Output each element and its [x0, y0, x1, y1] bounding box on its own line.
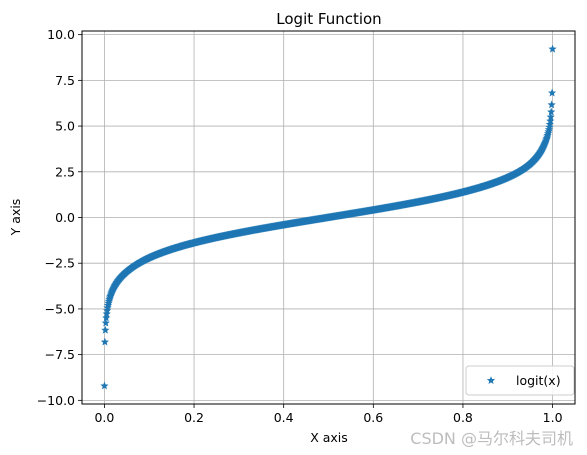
y-tick-label: −10.0 [37, 393, 75, 408]
data-point [102, 309, 111, 318]
data-point [103, 306, 112, 315]
legend: logit(x) [465, 365, 575, 396]
y-tick-label: 5.0 [55, 119, 75, 134]
y-tick-label: 10.0 [47, 27, 75, 42]
x-tick-label: 0.0 [94, 410, 114, 425]
y-tick-label: −7.5 [45, 347, 75, 362]
data-point [545, 120, 554, 128]
y-axis-ticks: −10.0 −7.5 −5.0 −2.5 0.0 2.5 5.0 7.5 10.0 [37, 27, 82, 408]
data-point [101, 318, 110, 327]
data-point [546, 112, 555, 121]
data-point [547, 107, 556, 116]
data-point [100, 337, 109, 346]
data-point [100, 381, 109, 390]
data-point [101, 325, 110, 334]
x-tick-label: 0.4 [274, 410, 294, 425]
legend-box [465, 365, 575, 396]
x-tick-label: 0.6 [363, 410, 383, 425]
data-point [546, 116, 555, 125]
y-axis-label: Y axis [8, 199, 23, 237]
x-tick-label: 1.0 [543, 410, 563, 425]
watermark: CSDN @马尔科夫司机 [410, 429, 573, 448]
y-tick-label: −5.0 [45, 301, 75, 316]
data-point [102, 313, 111, 322]
y-tick-label: −2.5 [45, 256, 75, 271]
legend-label-logit: logit(x) [516, 373, 561, 388]
data-series-logit [100, 44, 557, 390]
data-point [548, 44, 557, 53]
data-point [547, 100, 556, 109]
y-tick-label: 0.0 [55, 210, 75, 225]
y-tick-label: 7.5 [55, 73, 75, 88]
y-tick-label: 2.5 [55, 164, 75, 179]
x-axis-label: X axis [310, 430, 348, 445]
x-tick-label: 0.2 [184, 410, 204, 425]
x-tick-label: 0.8 [453, 410, 473, 425]
data-point [548, 88, 557, 97]
data-point [545, 122, 554, 131]
legend-marker-star [486, 376, 496, 384]
chart-title: Logit Function [276, 10, 381, 28]
x-axis-ticks: 0.0 0.2 0.4 0.6 0.8 1.0 [94, 404, 563, 425]
